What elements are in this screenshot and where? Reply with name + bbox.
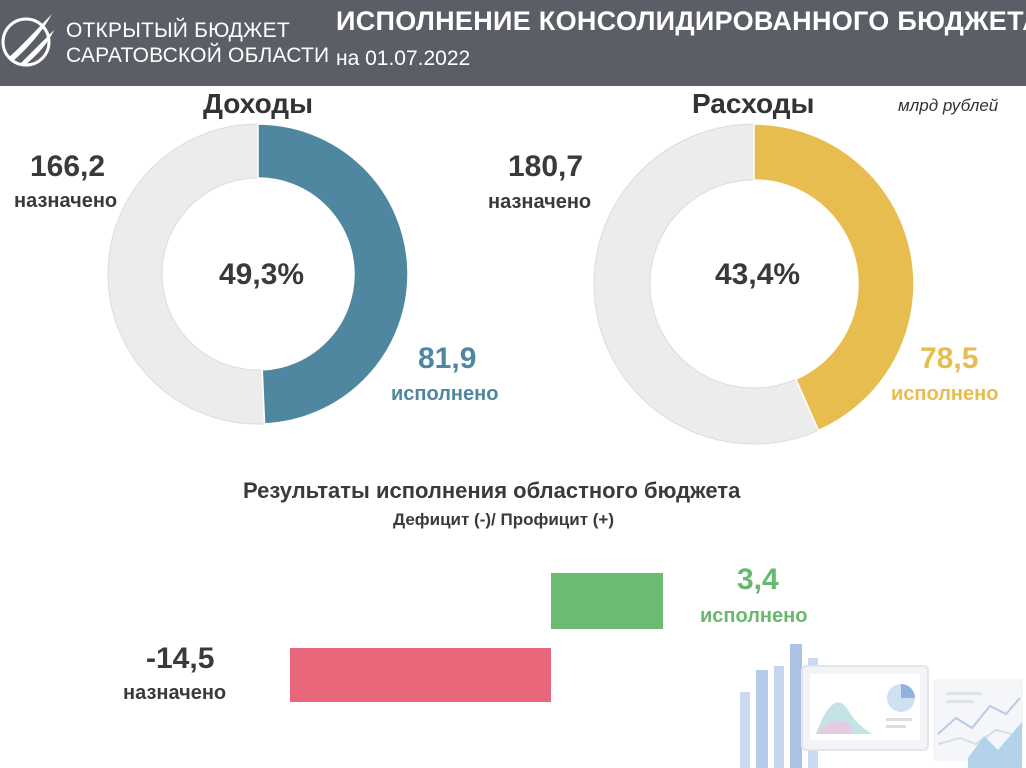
report-date: на 01.07.2022 [336, 47, 471, 70]
swoosh-logo-icon [1, 14, 54, 67]
surplus-label: исполнено [700, 605, 808, 627]
deficit-value: -14,5 [146, 642, 215, 675]
deficit-label: назначено [123, 682, 227, 704]
org-line-1: ОТКРЫТЫЙ БЮДЖЕТ [66, 19, 290, 42]
surplus-value: 3,4 [737, 563, 779, 596]
organization-name: ОТКРЫТЫЙ БЮДЖЕТ САРАТОВСКОЙ ОБЛАСТИ [66, 18, 329, 68]
expense-remaining-slice [593, 123, 820, 445]
units-label: млрд рублей [898, 96, 999, 115]
expense-executed-value: 78,5 [920, 342, 979, 375]
income-title: Доходы [203, 88, 313, 119]
expense-planned-value: 180,7 [508, 150, 584, 183]
income-percent-label: 49,3% [219, 258, 305, 291]
income-donut-chart [107, 123, 409, 425]
expense-title: Расходы [692, 88, 815, 119]
deficit-bar [290, 648, 551, 702]
analytics-illustration-icon [740, 644, 1023, 768]
expense-executed-slice [753, 123, 915, 432]
expense-donut-chart [593, 123, 915, 445]
income-executed-label: исполнено [391, 383, 499, 405]
income-executed-value: 81,9 [418, 342, 477, 375]
org-line-2: САРАТОВСКОЙ ОБЛАСТИ [66, 44, 330, 67]
income-planned-label: назначено [14, 190, 118, 212]
income-planned-value: 166,2 [30, 150, 106, 183]
expense-percent-label: 43,4% [715, 258, 801, 291]
results-subtitle: Дефицит (-)/ Профицит (+) [393, 510, 614, 529]
results-title: Результаты исполнения областного бюджета [243, 478, 741, 503]
income-remaining-slice [107, 123, 266, 425]
expense-planned-label: назначено [488, 191, 592, 213]
income-executed-slice [257, 123, 409, 425]
page-title: ИСПОЛНЕНИЕ КОНСОЛИДИРОВАННОГО БЮДЖЕТА [336, 6, 1026, 36]
expense-executed-label: исполнено [891, 383, 999, 405]
header-bar: ОТКРЫТЫЙ БЮДЖЕТ САРАТОВСКОЙ ОБЛАСТИ ИСПО… [0, 0, 1026, 86]
surplus-bar [551, 573, 663, 629]
